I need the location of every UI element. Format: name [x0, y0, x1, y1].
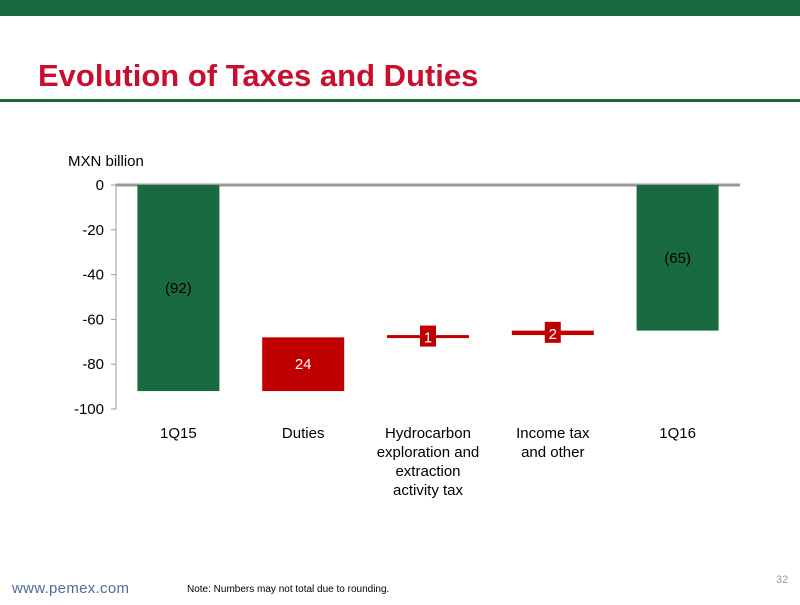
y-tick-label: -20 — [82, 222, 104, 239]
y-axis-label: MXN billion — [68, 153, 144, 170]
top-brand-bar — [0, 0, 800, 16]
y-tick-label: -40 — [82, 267, 104, 284]
x-category-label: 1Q15 — [160, 425, 197, 442]
x-category-label: exploration and — [377, 444, 480, 461]
y-tick-label: -80 — [82, 356, 104, 373]
bar-value-label: 24 — [295, 356, 312, 373]
x-category-label: activity tax — [393, 482, 464, 499]
x-category-label: and other — [521, 444, 584, 461]
footer-website[interactable]: www.pemex.com — [12, 580, 130, 597]
x-category-label: extraction — [395, 463, 460, 480]
page-number: 32 — [776, 574, 789, 586]
x-category-label: Duties — [282, 425, 325, 442]
y-tick-label: -100 — [74, 401, 104, 418]
bar-4 — [636, 185, 719, 331]
x-category-label: Hydrocarbon — [385, 425, 471, 442]
bar-value-label: 2 — [549, 326, 557, 343]
bar-1 — [262, 337, 345, 392]
x-category-label: Income tax — [516, 425, 590, 442]
bar-value-label: 1 — [424, 330, 432, 347]
y-tick-label: 0 — [96, 177, 104, 194]
bar-value-label: (92) — [165, 280, 192, 297]
y-tick-label: -60 — [82, 311, 104, 328]
bar-0 — [137, 185, 220, 392]
x-category-label: 1Q16 — [659, 425, 696, 442]
bar-value-label: (65) — [664, 250, 691, 267]
bar-value-box — [420, 325, 436, 347]
title-divider — [0, 99, 800, 102]
slide-title: Evolution of Taxes and Duties — [38, 58, 479, 93]
bar-value-box — [544, 321, 561, 343]
footer-note: Note: Numbers may not total due to round… — [187, 584, 390, 595]
